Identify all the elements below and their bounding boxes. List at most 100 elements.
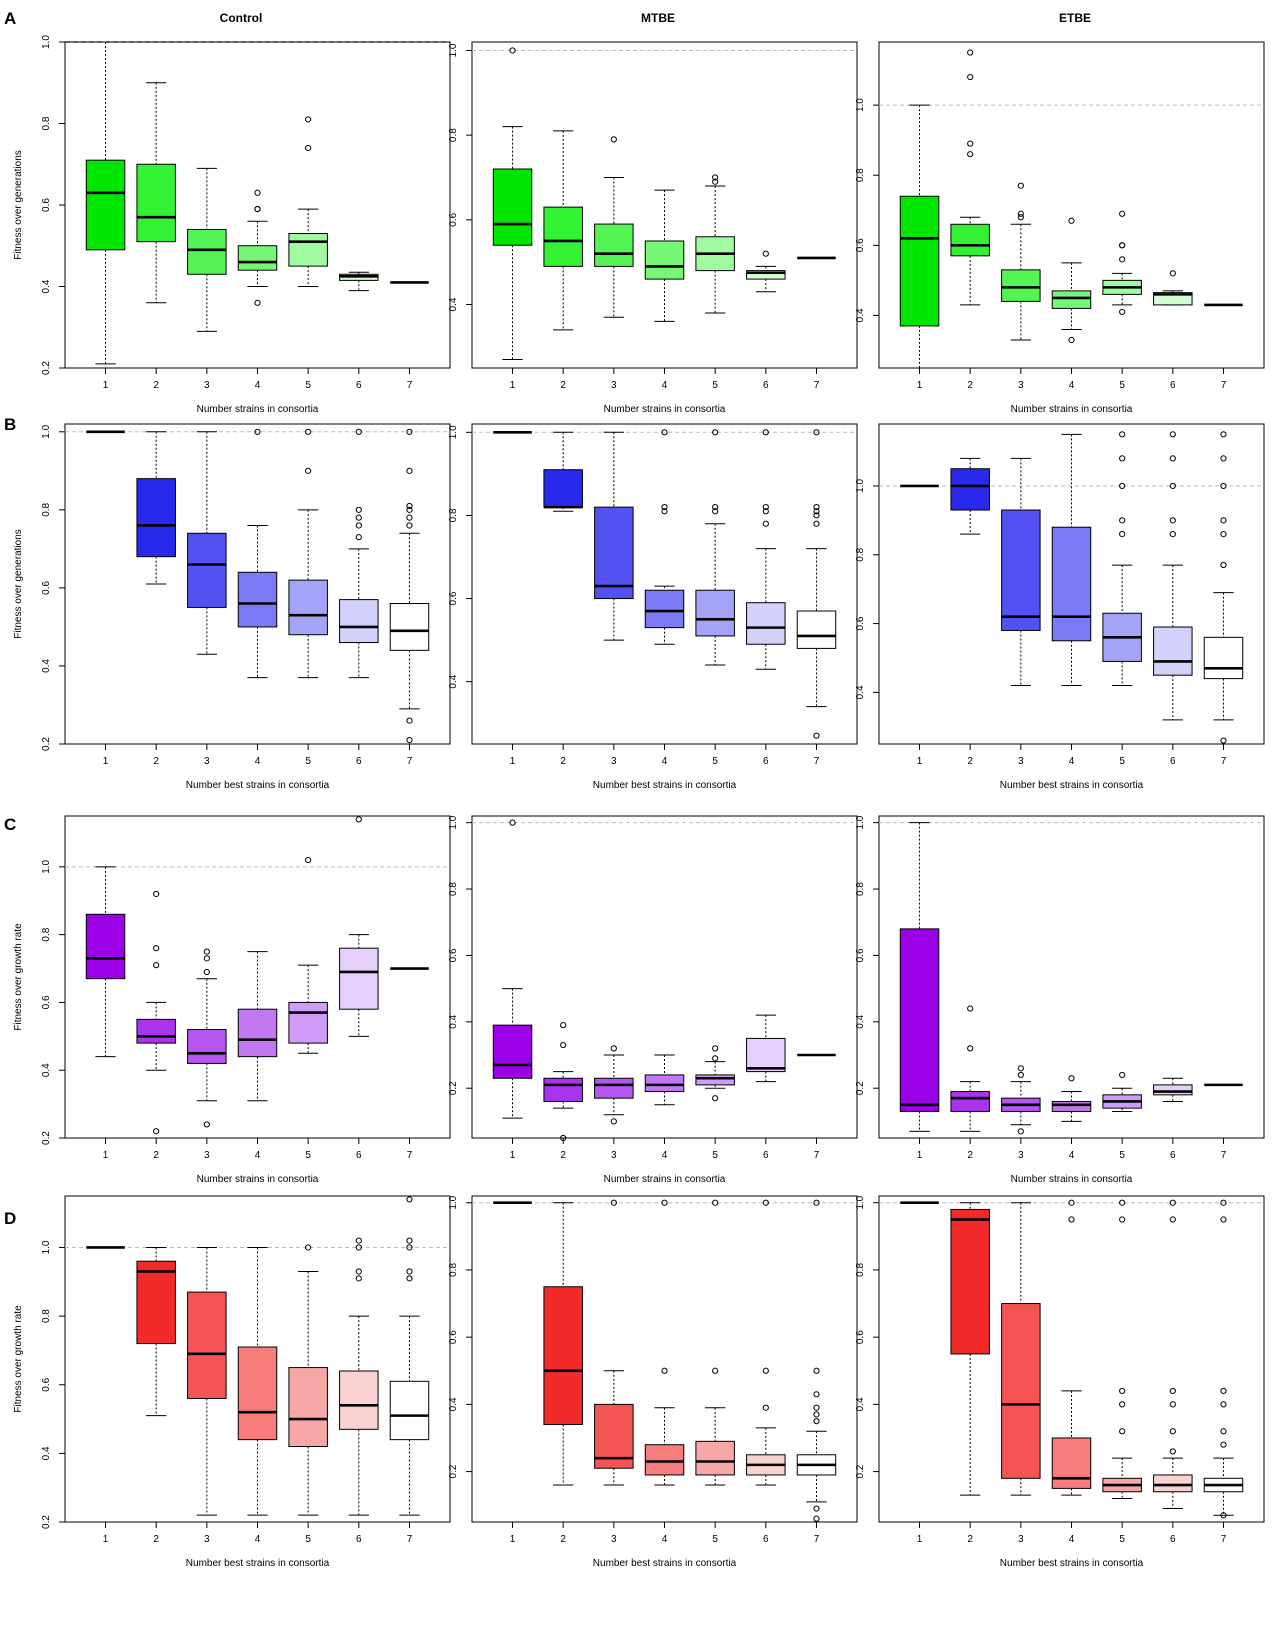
outlier-point xyxy=(1119,308,1126,316)
outlier-point xyxy=(1169,482,1176,490)
y-tick-label: 0.8 xyxy=(41,502,52,516)
box-5 xyxy=(288,428,328,679)
x-tick-label: 6 xyxy=(1170,380,1176,391)
x-tick-label: 2 xyxy=(153,1150,159,1161)
box-6 xyxy=(339,271,379,292)
y-tick-label: 0.6 xyxy=(448,212,459,226)
x-tick-label: 5 xyxy=(305,1150,311,1161)
outlier-point xyxy=(305,1244,312,1251)
outlier-point xyxy=(1220,531,1227,538)
outlier-point xyxy=(560,1134,567,1142)
box-body xyxy=(950,1091,990,1112)
figure-labels: Control MTBE ETBE A B C D xyxy=(4,9,1091,1228)
outlier-point xyxy=(254,189,261,196)
panel-d-control: 0.2 0.4 0.6 0.8 1.0 Fitness over growth rate 1… xyxy=(13,1195,451,1569)
outlier-point xyxy=(1220,517,1227,524)
outlier-point xyxy=(712,1095,719,1102)
x-tick-label: 1 xyxy=(103,1534,109,1545)
panel-b-control: 0.2 0.4 0.6 0.8 1.0 Fitness over generations 1… xyxy=(13,423,451,791)
outlier-point xyxy=(712,429,719,436)
outlier-point xyxy=(712,174,719,181)
box-body xyxy=(746,1037,786,1073)
outlier-point xyxy=(762,1404,769,1411)
outlier-point xyxy=(355,506,362,513)
x-tick-label: 7 xyxy=(407,1534,413,1545)
outlier-point xyxy=(153,890,160,898)
outlier-point xyxy=(967,140,974,147)
x-tick-label: 5 xyxy=(305,1534,311,1545)
y-tick-label: 1.0 xyxy=(855,815,866,829)
row-letter-a: A xyxy=(4,9,16,28)
y-tick-label: 1.0 xyxy=(41,1240,52,1254)
outlier-point xyxy=(813,1505,820,1512)
box-body xyxy=(644,240,685,280)
box-5 xyxy=(288,1244,328,1516)
outlier-point xyxy=(1017,210,1024,217)
outlier-point xyxy=(762,1199,769,1206)
outlier-point xyxy=(1068,1075,1075,1082)
outlier-point xyxy=(1169,270,1176,277)
box-6 xyxy=(746,1199,786,1486)
y-tick-label: 0.8 xyxy=(448,882,459,896)
outlier-point xyxy=(762,520,769,527)
y-tick-label: 0.4 xyxy=(41,1063,52,1077)
box-3 xyxy=(187,1246,227,1516)
box-body xyxy=(1153,292,1193,306)
box-2 xyxy=(543,130,583,331)
outlier-point xyxy=(661,1199,668,1206)
box-body xyxy=(1051,1100,1092,1112)
outlier-point xyxy=(712,1367,719,1374)
x-axis-title: Number best strains in consortia xyxy=(593,780,737,791)
box-body xyxy=(1051,1437,1092,1489)
y-tick-label: 0.8 xyxy=(41,927,52,941)
box-body xyxy=(136,1260,176,1345)
x-tick-label: 7 xyxy=(1221,380,1227,391)
row-letter-c: C xyxy=(4,815,16,834)
outlier-point xyxy=(406,1237,413,1244)
outlier-point xyxy=(661,508,668,515)
outlier-point xyxy=(1169,1448,1176,1455)
x-tick-label: 1 xyxy=(510,756,516,767)
box-body xyxy=(136,163,176,243)
x-tick-label: 3 xyxy=(204,380,210,391)
y-tick-label: 0.2 xyxy=(41,361,52,375)
x-tick-label: 6 xyxy=(1170,1534,1176,1545)
box-5 xyxy=(695,174,735,314)
box-body xyxy=(187,532,227,608)
outlier-point xyxy=(355,514,362,521)
box-7 xyxy=(389,1196,430,1516)
box-body xyxy=(339,1370,379,1430)
y-tick-label: 0.2 xyxy=(855,1081,866,1095)
box-4 xyxy=(644,1199,685,1486)
outlier-point xyxy=(813,1404,820,1411)
box-3 xyxy=(1001,1202,1041,1496)
x-tick-label: 7 xyxy=(814,1150,820,1161)
y-tick-label: 0.6 xyxy=(448,1330,459,1344)
outlier-point xyxy=(1220,1387,1227,1395)
outlier-point xyxy=(1220,1216,1227,1223)
outlier-point xyxy=(1169,517,1176,524)
outlier-point xyxy=(305,144,312,152)
outlier-point xyxy=(1169,1216,1176,1223)
x-tick-label: 4 xyxy=(255,756,261,767)
box-6 xyxy=(339,1237,379,1516)
outlier-point xyxy=(406,1275,413,1282)
outlier-point xyxy=(1220,737,1227,744)
x-axis-title: Number best strains in consortia xyxy=(186,1558,330,1569)
x-tick-label: 4 xyxy=(662,1150,668,1161)
box-2 xyxy=(136,890,176,1135)
y-tick-label: 0.8 xyxy=(855,547,866,561)
panel-a-mtbe: 0.4 0.6 0.8 1.0 1 2 3 4 5 6 7 Number strains in con… xyxy=(448,41,858,415)
box-body xyxy=(1153,1084,1193,1096)
box-6 xyxy=(746,1014,786,1083)
y-tick-label: 0.4 xyxy=(448,1397,459,1411)
box-6 xyxy=(746,250,786,293)
box-4 xyxy=(644,189,685,322)
box-1 xyxy=(492,819,533,1119)
box-body xyxy=(237,1346,278,1441)
x-tick-label: 3 xyxy=(204,1150,210,1161)
x-tick-label: 5 xyxy=(712,1534,718,1545)
outlier-point xyxy=(610,136,617,143)
outlier-point xyxy=(762,508,769,515)
panel-d-etbe: 0.2 0.4 0.6 0.8 1.0 1 2 3 4 5 6 7 Number best strain… xyxy=(855,1195,1265,1569)
